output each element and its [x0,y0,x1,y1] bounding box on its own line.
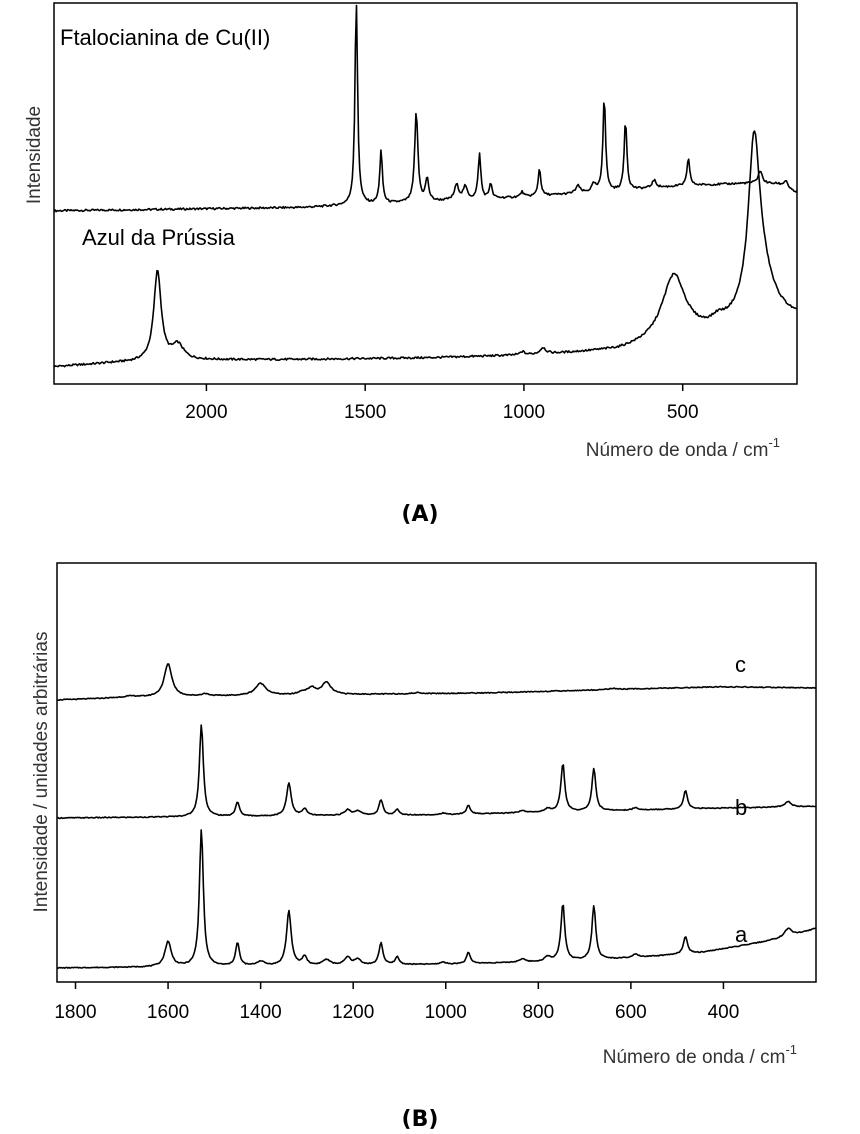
x-axis-ticks-a: 2000 1500 1000 500 [185,384,699,423]
x-tick-label: 1000 [503,402,545,423]
x-tick-label: 500 [667,402,699,423]
panel-b: 1800 1600 1400 1200 1000 800 600 400 c b a Inte… [31,562,817,1132]
spectrum-line-b-0 [56,663,817,702]
series-label-ftalocianina: Ftalocianina de Cu(II) [60,25,270,50]
panel-a: 2000 1500 1000 500 Ftalocianina de Cu(II) A… [24,2,798,527]
x-tick-label: 600 [615,1002,647,1023]
spectrum-line-b-2 [57,829,817,969]
panel-label-b: (B) [402,1107,439,1132]
x-tick-label: 1000 [425,1002,467,1023]
plot-frame-b [56,562,817,983]
plot-frame-a [53,2,798,385]
x-tick-label: 400 [708,1002,740,1023]
series-group-a [53,4,798,368]
x-axis-title-b: Número de onda / cm-1 [603,1042,797,1068]
series-label-b: b [735,795,747,820]
x-tick-label: 1800 [54,1002,96,1023]
x-axis-ticks-b: 1800 1600 1400 1200 1000 800 600 400 [54,982,739,1023]
x-tick-label: 800 [522,1002,554,1023]
panel-label-a: (A) [401,502,438,527]
spectrum-line-b-1 [56,724,816,820]
x-tick-label: 1500 [344,402,386,423]
y-axis-title-b: Intensidade / unidades arbitrárias [31,632,52,913]
x-tick-label: 2000 [185,402,227,423]
series-label-c: c [735,652,746,677]
series-group-b [56,663,817,969]
x-tick-label: 1400 [239,1002,281,1023]
x-axis-title-a: Número de onda / cm-1 [586,435,780,461]
y-axis-title-a: Intensidade [24,106,45,204]
series-label-a: a [735,922,748,947]
spectrum-line-a-0 [53,4,798,213]
series-label-azul-da-prussia: Azul da Prússia [82,225,236,250]
x-tick-label: 1200 [332,1002,374,1023]
spectrum-line-a-1 [53,130,798,368]
x-tick-label: 1600 [147,1002,189,1023]
